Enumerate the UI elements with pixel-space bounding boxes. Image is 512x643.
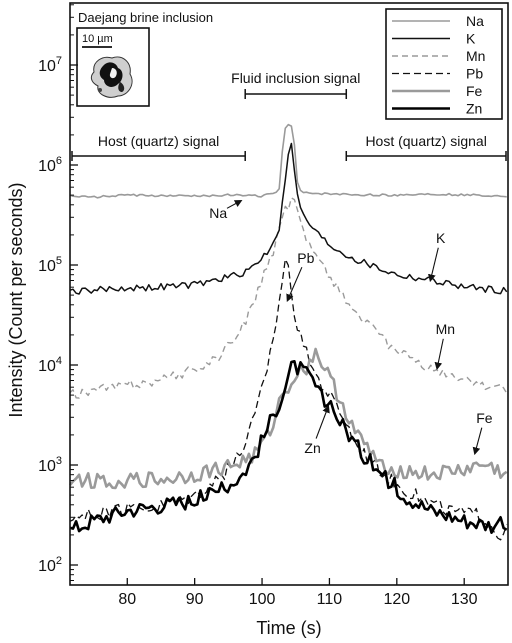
legend-label-k: K — [466, 31, 476, 47]
series-label-arrow — [286, 266, 303, 303]
series-line-pb — [69, 258, 508, 541]
x-tick-label: 90 — [186, 591, 204, 608]
x-tick-label: 120 — [383, 591, 410, 608]
x-axis-label: Time (s) — [256, 618, 321, 638]
series-label-arrow — [472, 427, 483, 456]
series-label-na: Na — [209, 205, 227, 221]
series-line-na — [69, 123, 507, 199]
x-ticks: 80 90 100 110 120 130 — [118, 578, 478, 608]
inset-title: Daejang brine inclusion — [78, 10, 213, 25]
host-left-label: Host (quartz) signal — [98, 133, 219, 149]
host-right-label: Host (quartz) signal — [365, 133, 486, 149]
series-label-mn: Mn — [436, 321, 455, 337]
y-tick-label: 102 — [38, 555, 62, 575]
series-label-zn: Zn — [304, 440, 320, 456]
legend-label-mn: Mn — [466, 48, 485, 64]
legend-label-pb: Pb — [466, 66, 483, 82]
legend-label-zn: Zn — [466, 101, 482, 117]
inset: Daejang brine inclusion 10 µm — [76, 10, 213, 107]
legend-label-na: Na — [466, 13, 484, 29]
y-tick-label: 105 — [38, 255, 62, 275]
series-label-fe: Fe — [476, 410, 493, 426]
scale-bar-label: 10 µm — [82, 33, 113, 45]
legend-label-fe: Fe — [466, 83, 483, 99]
y-tick-label: 104 — [38, 355, 62, 375]
series-label-arrow — [315, 404, 330, 439]
y-tick-label: 107 — [38, 55, 62, 75]
series-label-k: K — [436, 230, 446, 246]
inclusion-micrograph — [90, 56, 133, 98]
x-tick-label: 110 — [317, 591, 343, 608]
y-tick-label: 106 — [38, 155, 62, 175]
series-label-arrow — [434, 338, 444, 371]
x-tick-label: 100 — [249, 591, 276, 608]
y-tick-label: 103 — [38, 455, 62, 475]
legend-frame — [385, 8, 503, 120]
series-line-zn — [69, 360, 508, 534]
series-label-pb: Pb — [297, 250, 314, 266]
series-line-fe — [68, 347, 508, 490]
series-line-mn — [69, 197, 508, 399]
plot-frame — [69, 2, 509, 586]
y-ticks: 102 103 104 105 106 107 — [38, 4, 78, 581]
y-axis-label: Intensity (Count per seconds) — [6, 182, 26, 417]
x-tick-label: 80 — [118, 591, 136, 608]
annotation-layer: Fluid inclusion signal Host (quartz) sign… — [71, 70, 507, 456]
series-layer — [68, 123, 508, 541]
fluid-signal-label: Fluid inclusion signal — [231, 70, 360, 86]
x-tick-label: 130 — [451, 591, 478, 608]
series-label-arrow — [428, 247, 439, 283]
series-label-arrow — [226, 199, 243, 209]
